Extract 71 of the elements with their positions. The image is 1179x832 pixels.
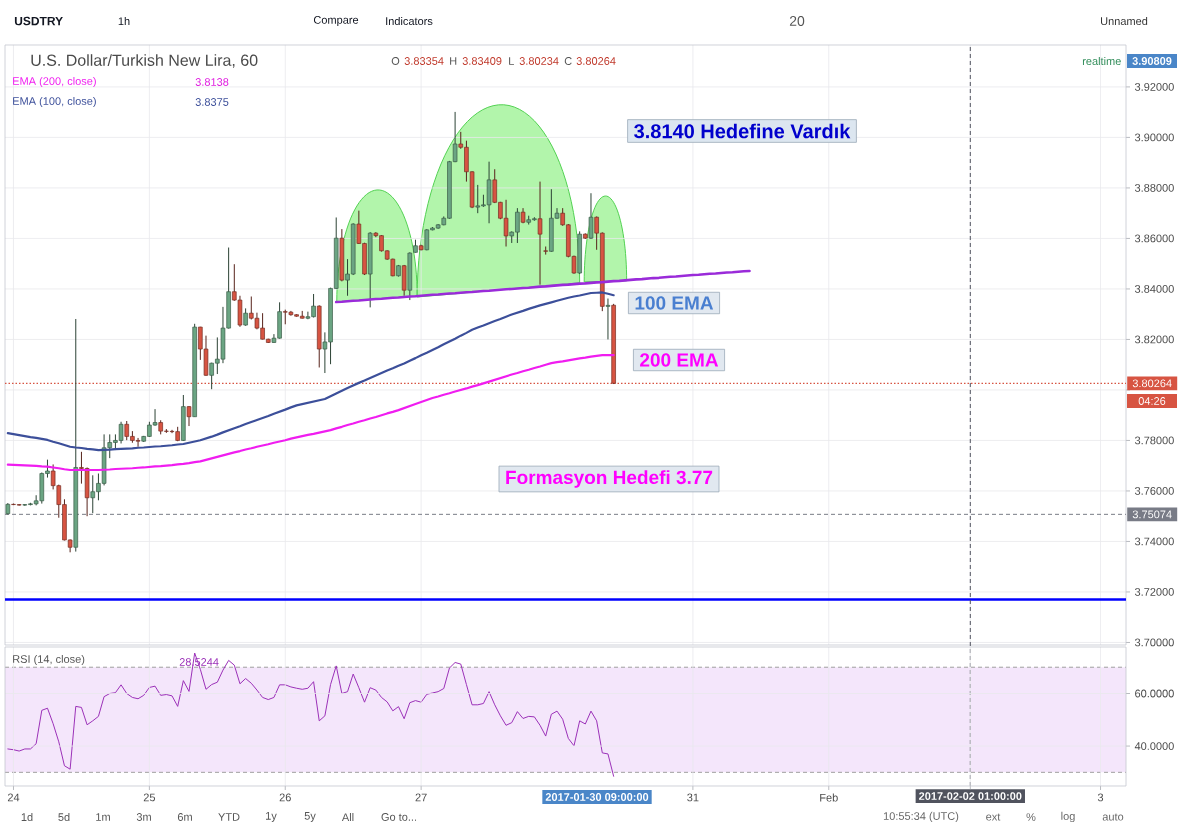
x-tick-label: 31 — [687, 793, 699, 802]
text: 04:26 — [1138, 397, 1166, 405]
chart-title: U.S. Dollar/Turkish New Lira, 60 — [31, 54, 258, 68]
text: EMA (100, close) — [13, 96, 96, 108]
y-tick-label: 3.70000 — [1134, 638, 1174, 647]
candlestick — [537, 181, 543, 286]
y-tick-label: 3.72000 — [1134, 588, 1174, 596]
text: 1y — [266, 812, 277, 822]
text: 5d — [58, 812, 70, 822]
x-tick-label: Feb — [820, 793, 838, 802]
annotation: Formasyon Hedefi 3.77 — [506, 470, 713, 488]
text: 3m — [136, 813, 151, 821]
text: 3.90809 — [1132, 57, 1172, 65]
x-tick-label: 3 — [1097, 793, 1104, 802]
text: 1h — [118, 17, 130, 25]
ref-line-label: 3.75074 — [1132, 510, 1172, 519]
annotation: realtime — [1082, 56, 1121, 66]
text: Go to... — [381, 813, 417, 821]
y-tick-label: 3.90000 — [1134, 133, 1174, 142]
text: log — [1061, 811, 1075, 823]
y-tick-label: 3.84000 — [1134, 285, 1174, 293]
text: 1m — [96, 813, 110, 821]
x-tick-label: 25 — [143, 793, 156, 802]
x-tick-label: 26 — [279, 793, 291, 802]
annotation: 3.8140 Hedefine Vardık — [634, 123, 851, 139]
annotation: 3.8375 — [195, 98, 229, 106]
annotation: 3.83409 — [462, 57, 502, 65]
text: Indicators — [386, 16, 433, 26]
annotation: 100 EMA — [635, 296, 714, 310]
y-tick-label: 3.88000 — [1134, 184, 1174, 192]
text: 20 — [789, 16, 805, 26]
text: 6m — [177, 813, 192, 821]
ref-line-label: 3.80264 — [1132, 379, 1172, 388]
line-series — [7, 652, 615, 777]
text: 2017-01-30 09:00:00 — [545, 793, 649, 801]
y-tick-label: 3.78000 — [1134, 436, 1174, 445]
annotation: O — [391, 57, 400, 65]
y-tick-label: 3.74000 — [1134, 537, 1174, 546]
candlestick — [186, 405, 192, 427]
text: auto — [1102, 813, 1124, 821]
x-tick-label: 2017-02-02 01:00:00 — [919, 792, 1022, 800]
y-tick-label: 3.86000 — [1134, 234, 1174, 243]
text: % — [1026, 813, 1036, 821]
annotation: H — [450, 57, 457, 65]
annotation: L — [509, 57, 514, 65]
annotation: 3.83354 — [404, 57, 444, 65]
annotation: 3.80234 — [519, 57, 559, 65]
y-tick-label: 3.76000 — [1134, 487, 1174, 495]
y-tick-label: 40.0000 — [1134, 742, 1174, 750]
text: YTD — [218, 813, 240, 821]
candlestick — [605, 298, 611, 340]
text: USDTRY — [14, 16, 63, 26]
text: RSI (14, close) — [13, 654, 85, 666]
text: EMA (200, close) — [13, 76, 96, 88]
text: 10:55:34 (UTC) — [883, 811, 959, 823]
text: All — [341, 813, 354, 821]
x-tick-label: 27 — [415, 793, 427, 802]
annotation: C — [564, 57, 572, 65]
x-tick-label: 24 — [7, 793, 20, 802]
y-tick-label: 60.0000 — [1135, 689, 1174, 698]
y-tick-label: 3.92000 — [1134, 83, 1174, 91]
text: Compare — [313, 16, 359, 26]
annotation: 200 EMA — [640, 353, 719, 367]
annotation: 3.80264 — [576, 57, 616, 65]
annotation: 3.8138 — [195, 78, 229, 86]
text: Unnamed — [1101, 16, 1148, 26]
text: ext — [986, 813, 1001, 821]
text: 5y — [304, 812, 316, 822]
candlestick — [588, 192, 594, 240]
y-tick-label: 3.82000 — [1134, 335, 1174, 344]
text: 1d — [21, 812, 33, 822]
